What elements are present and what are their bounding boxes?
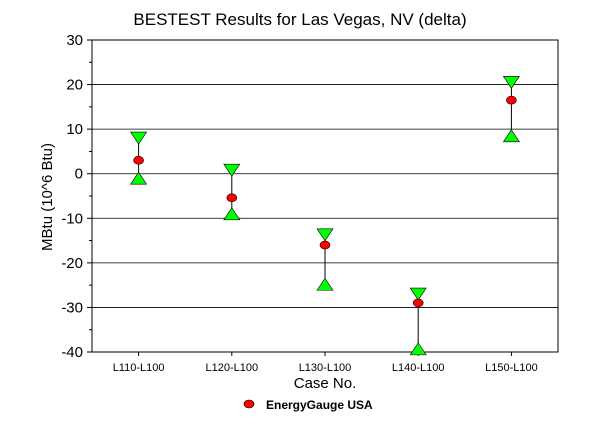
y-tick-label: 0 [75,166,83,183]
y-tick-label: -30 [61,299,83,316]
y-tick-labels: 30 20 10 0 -10 -20 -30 -40 [61,32,83,361]
range-max-marker [130,131,148,145]
y-tick-label: -10 [61,210,83,227]
series-point [133,156,144,165]
legend-series-label: EnergyGauge USA [266,398,373,412]
x-tick-label: L110-L100 [113,362,165,374]
x-axis-title: Case No. [294,375,357,392]
series-point [506,95,517,105]
y-tick-label: -40 [61,344,83,361]
range-min-marker [130,171,148,185]
y-tick-label: 20 [66,77,83,94]
series-point [319,240,331,250]
y-tick-label: 30 [66,32,83,49]
axis-layer [87,39,559,356]
x-tick-labels: L110-L100 L120-L100 L130-L100 L140-L100 L150… [113,362,538,374]
series-points [133,95,517,308]
legend: EnergyGauge USA [243,398,373,412]
range-max-marker [223,163,241,177]
range-max-marker [316,228,334,242]
y-tick-label: 10 [66,121,83,138]
range-min-marker [502,129,520,143]
range-min-marker [409,342,427,356]
range-min-marker [316,277,334,291]
range-min-marker [223,207,241,221]
y-axis-title: MBtu (10^6 Btu) [39,143,56,251]
grid-layer [92,84,558,308]
y-tick-label: -20 [61,255,83,272]
x-tick-label: L140-L100 [392,362,445,374]
x-tick-label: L120-L100 [205,362,258,374]
series-point [226,193,238,203]
legend-series-marker [243,399,255,409]
range-markers [130,76,520,356]
range-max-marker [409,287,427,301]
range-max-marker [502,76,520,89]
x-tick-label: L130-L100 [299,362,352,374]
chart-title: BESTEST Results for Las Vegas, NV (delta… [133,10,466,29]
x-tick-label: L150-L100 [485,362,538,374]
series-point [412,298,424,308]
